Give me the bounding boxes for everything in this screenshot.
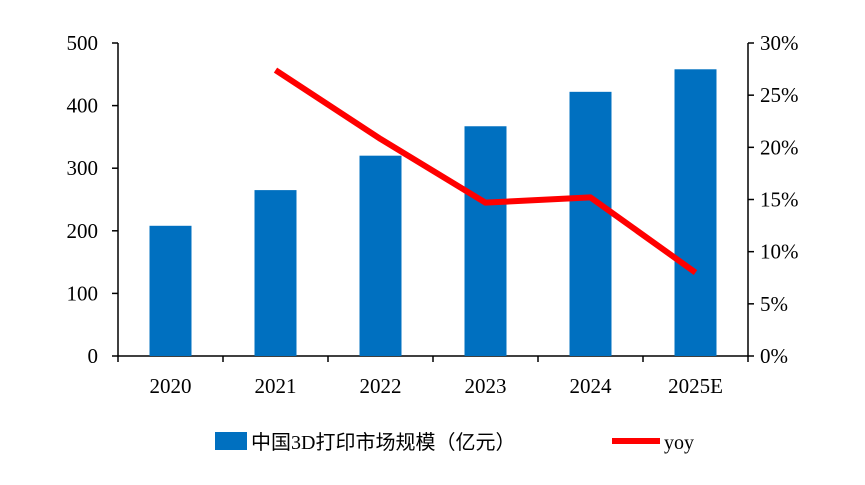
right-tick-label: 15% [760,188,799,212]
bar [359,155,402,356]
left-tick-label: 400 [67,94,99,118]
left-tick-label: 100 [67,281,99,305]
yoy-line-series [273,67,698,275]
bar [569,91,612,356]
bar-series [149,69,717,357]
x-tick-label: 2025E [668,374,723,398]
left-tick-label: 200 [67,219,99,243]
x-tick-label: 2024 [570,374,613,398]
left-axis-ticks: 0 100 200 300 400 500 [67,31,118,368]
x-tick-label: 2020 [150,374,192,398]
bar [674,69,717,357]
yoy-line [273,67,698,275]
x-tick-label: 2023 [465,374,507,398]
right-tick-label: 10% [760,240,799,264]
bar [149,225,192,356]
x-axis-ticks: 2020 2021 2022 2023 2024 2025E [117,356,749,398]
x-tick-label: 2021 [255,374,297,398]
right-tick-label: 25% [760,83,799,107]
legend-bar-swatch [215,432,247,450]
right-tick-label: 20% [760,135,799,159]
left-tick-label: 0 [88,344,99,368]
bar [464,126,507,357]
right-tick-label: 30% [760,31,799,55]
legend: 中国3D打印市场规模（亿元） yoy [215,431,694,454]
right-tick-label: 5% [760,292,788,316]
right-tick-label: 0% [760,344,788,368]
x-tick-label: 2022 [360,374,402,398]
left-tick-label: 300 [67,156,99,180]
right-axis-ticks: 0% 5% 10% 15% 20% 25% 30% [748,31,799,368]
legend-bar-label: 中国3D打印市场规模（亿元） [251,431,515,454]
bar [254,190,297,356]
left-tick-label: 500 [67,31,99,55]
legend-line-label: yoy [664,432,694,454]
axes-group [117,43,749,357]
